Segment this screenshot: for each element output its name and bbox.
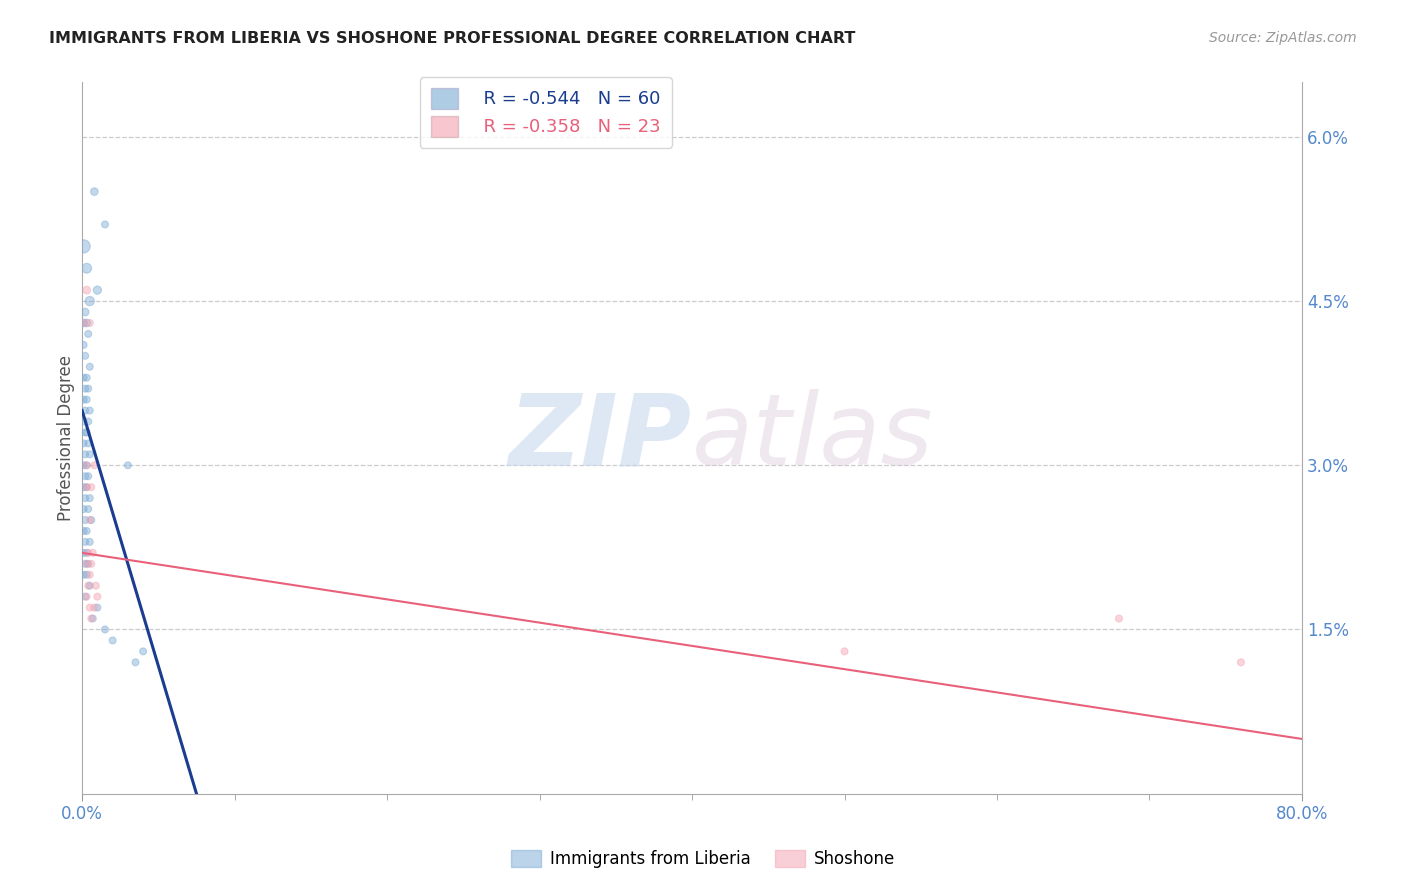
Point [76, 480, 98, 494]
Point [76, 524, 98, 538]
Point [75, 447, 97, 461]
Point [76, 458, 98, 473]
Point [79, 491, 101, 505]
Point [80, 513, 103, 527]
Point [72, 524, 94, 538]
Point [79, 513, 101, 527]
Point [75, 382, 97, 396]
Point [834, 644, 856, 658]
Point [79, 359, 101, 374]
Point [79, 403, 101, 417]
Text: ZIP: ZIP [509, 390, 692, 486]
Point [80, 611, 103, 625]
Point [79, 294, 101, 309]
Point [76, 425, 98, 440]
Point [77, 382, 100, 396]
Point [72, 316, 94, 330]
Point [76, 567, 98, 582]
Text: Source: ZipAtlas.com: Source: ZipAtlas.com [1209, 31, 1357, 45]
Point [76, 590, 98, 604]
Point [86, 600, 108, 615]
Text: atlas: atlas [692, 390, 934, 486]
Point [77, 502, 100, 516]
Point [80, 480, 103, 494]
Point [72, 316, 94, 330]
Point [83, 185, 105, 199]
Point [72, 239, 94, 253]
Point [72, 436, 94, 450]
Point [72, 370, 94, 384]
Point [77, 326, 100, 341]
Point [76, 283, 98, 297]
Point [83, 600, 105, 615]
Point [75, 425, 97, 440]
Point [76, 370, 98, 384]
Point [83, 458, 105, 473]
Point [77, 546, 100, 560]
Legend:   R = -0.544   N = 60,   R = -0.358   N = 23: R = -0.544 N = 60, R = -0.358 N = 23 [420, 77, 672, 147]
Text: IMMIGRANTS FROM LIBERIA VS SHOSHONE PROFESSIONAL DEGREE CORRELATION CHART: IMMIGRANTS FROM LIBERIA VS SHOSHONE PROF… [49, 31, 856, 46]
Point [79, 447, 101, 461]
Point [82, 546, 104, 560]
Point [72, 567, 94, 582]
Point [124, 656, 146, 670]
Point [86, 283, 108, 297]
Point [75, 469, 97, 483]
Point [76, 557, 98, 571]
Point [94, 218, 117, 232]
Point [101, 633, 124, 648]
Point [76, 458, 98, 473]
Legend: Immigrants from Liberia, Shoshone: Immigrants from Liberia, Shoshone [505, 843, 901, 875]
Point [77, 469, 100, 483]
Point [79, 567, 101, 582]
Point [72, 480, 94, 494]
Point [75, 491, 97, 505]
Point [72, 458, 94, 473]
Point [79, 600, 101, 615]
Point [76, 316, 98, 330]
Point [72, 502, 94, 516]
Point [76, 546, 98, 560]
Point [75, 513, 97, 527]
Point [86, 590, 108, 604]
Point [77, 557, 100, 571]
Point [75, 305, 97, 319]
Point [76, 480, 98, 494]
Point [72, 392, 94, 407]
Point [75, 557, 97, 571]
Point [76, 392, 98, 407]
Point [84, 579, 107, 593]
Point [72, 546, 94, 560]
Point [117, 458, 139, 473]
Point [132, 644, 155, 658]
Point [1230, 656, 1253, 670]
Point [79, 535, 101, 549]
Point [77, 579, 100, 593]
Point [79, 316, 101, 330]
Point [76, 261, 98, 276]
Point [75, 590, 97, 604]
Point [94, 623, 117, 637]
Point [75, 403, 97, 417]
Point [75, 349, 97, 363]
Y-axis label: Professional Degree: Professional Degree [58, 355, 75, 521]
Point [72, 415, 94, 429]
Point [79, 579, 101, 593]
Point [1108, 611, 1130, 625]
Point [77, 436, 100, 450]
Point [75, 535, 97, 549]
Point [72, 338, 94, 352]
Point [82, 611, 104, 625]
Point [80, 557, 103, 571]
Point [77, 415, 100, 429]
